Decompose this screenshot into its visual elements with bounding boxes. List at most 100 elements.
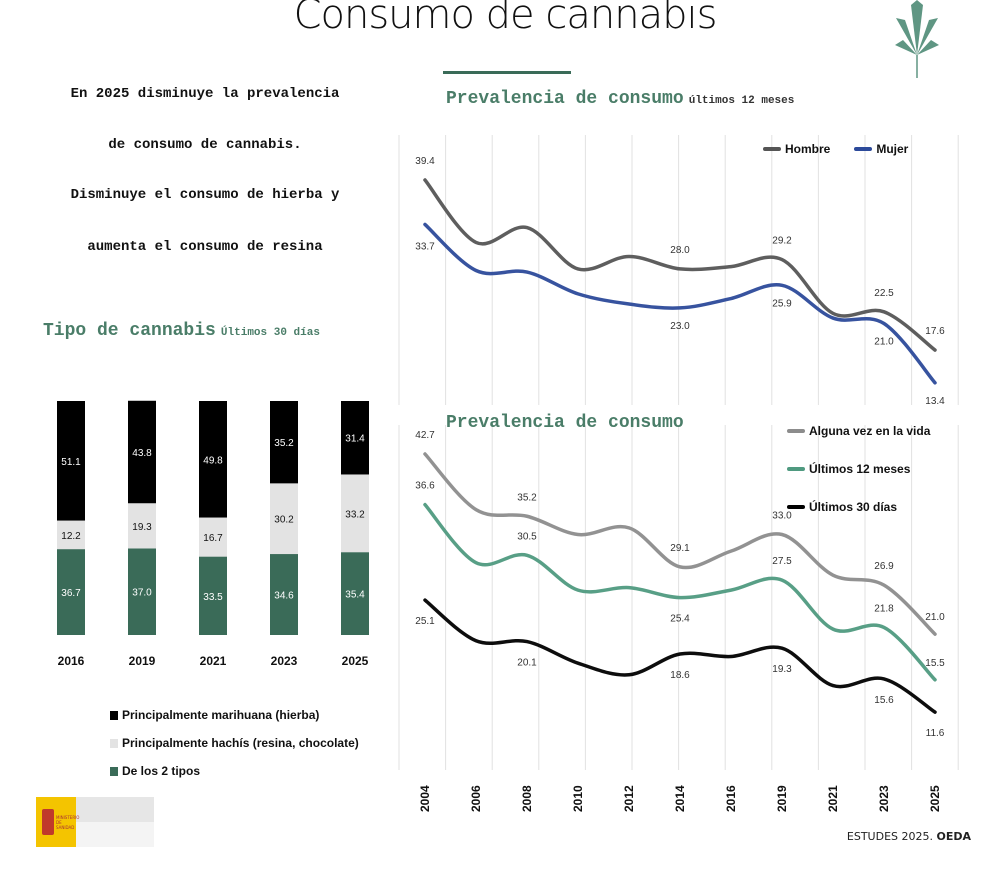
bar-segment xyxy=(341,474,369,553)
legend-swatch xyxy=(110,710,118,720)
bar-segment xyxy=(199,517,227,557)
data-label: 17.6 xyxy=(925,326,945,337)
bar-segment xyxy=(57,549,85,635)
legend-swatch xyxy=(110,766,118,776)
intro-line: aumenta el consumo de resina xyxy=(87,239,323,255)
line-chart-1-heading: Prevalencia de consumo últimos 12 meses xyxy=(446,88,794,109)
bar-segment xyxy=(128,503,156,549)
data-label: 21.8 xyxy=(874,603,894,614)
line-chart-1-title: Prevalencia de consumo xyxy=(446,89,684,109)
data-label: 18.6 xyxy=(670,670,690,681)
x-tick-label: 2021 xyxy=(826,785,840,812)
data-label: 20.1 xyxy=(517,658,537,669)
bar-segment xyxy=(270,554,298,635)
bar-chart-subtitle: Últimos 30 días xyxy=(220,327,320,339)
data-label: 13.4 xyxy=(925,396,945,407)
page-title: Consumo de cannabis xyxy=(293,0,718,38)
legend-label: Alguna vez en la vida xyxy=(809,424,931,438)
legend-label: Principalmente hachís (resina, chocolate… xyxy=(122,736,359,750)
x-tick-label: 2014 xyxy=(673,785,687,812)
legend-label: Mujer xyxy=(876,142,909,156)
bar-chart: 36.7 12.2 51.1 2016 37.0 19.3 43.8 2019 33.5 16.7… xyxy=(57,400,369,668)
x-tick-label: 2016 xyxy=(724,785,738,812)
x-tick-label: 2019 xyxy=(129,654,156,668)
legend-label: Hombre xyxy=(785,142,831,156)
series-line-últimos-30-días xyxy=(423,598,937,714)
bar-value-label: 30.2 xyxy=(274,515,294,526)
x-tick-label: 2016 xyxy=(58,654,85,668)
line-chart-2-title: Prevalencia de consumo xyxy=(446,413,684,433)
legend-item-hierba: Principalmente marihuana (hierba) xyxy=(110,708,359,722)
bar-segment xyxy=(128,548,156,635)
legend-item-ambos: De los 2 tipos xyxy=(110,764,359,778)
line-chart-1-legend: Hombre Mujer xyxy=(763,142,908,156)
data-label: 15.6 xyxy=(874,695,894,706)
bar-value-label: 19.3 xyxy=(132,522,152,533)
data-label: 28.0 xyxy=(670,245,690,256)
x-tick-label: 2006 xyxy=(469,785,483,812)
bar-value-label: 49.8 xyxy=(203,455,223,466)
legend-swatch xyxy=(110,738,118,748)
source-prefix: ESTUDES 2025. xyxy=(846,830,933,843)
data-label: 23.0 xyxy=(670,321,690,332)
bar-chart-heading: Tipo de cannabis Últimos 30 días xyxy=(43,320,320,341)
x-tick-label: 2012 xyxy=(622,785,636,812)
bar-segment xyxy=(270,401,298,484)
x-tick-label: 2023 xyxy=(271,654,298,668)
bar-value-label: 43.8 xyxy=(132,448,152,459)
bar-segment xyxy=(57,401,85,521)
intro-line: En 2025 disminuye la prevalencia xyxy=(70,86,340,102)
coat-of-arms-icon: MINISTERIO DE SANIDAD xyxy=(36,797,79,847)
bar-value-label: 37.0 xyxy=(132,588,152,599)
legend-label: De los 2 tipos xyxy=(122,764,201,778)
bar-value-label: 16.7 xyxy=(203,533,223,544)
legend-line xyxy=(787,505,805,509)
series-line-hombre xyxy=(423,178,937,352)
data-label: 33.0 xyxy=(772,511,792,522)
line-chart-2-heading: Prevalencia de consumo xyxy=(446,412,684,433)
bar-value-label: 33.5 xyxy=(203,592,223,603)
data-label: 30.5 xyxy=(517,531,537,542)
bar-value-label: 35.4 xyxy=(345,590,365,601)
ministerio-sanidad-logo: MINISTERIO DE SANIDAD xyxy=(36,797,154,847)
data-label: 35.2 xyxy=(517,492,537,503)
x-tick-label: 2023 xyxy=(877,785,891,812)
bar-segment xyxy=(57,520,85,550)
legend-item-hombre: Hombre xyxy=(763,142,830,156)
bar-chart-legend: Principalmente marihuana (hierba) Princi… xyxy=(110,708,359,778)
legend-item-hachis: Principalmente hachís (resina, chocolate… xyxy=(110,736,359,750)
legend-label: Principalmente marihuana (hierba) xyxy=(122,708,320,722)
line-chart-2-legend: Alguna vez en la vida Últimos 12 meses Ú… xyxy=(787,424,930,514)
bar-chart-title: Tipo de cannabis xyxy=(43,321,216,341)
data-label: 25.4 xyxy=(670,614,690,625)
cannabis-leaf-icon xyxy=(895,0,939,78)
legend-line xyxy=(787,429,805,433)
legend-line xyxy=(763,147,781,151)
bar-value-label: 33.2 xyxy=(345,509,365,520)
data-label: 25.9 xyxy=(772,298,792,309)
data-label: 15.5 xyxy=(925,658,945,669)
bar-value-label: 35.2 xyxy=(274,438,294,449)
data-label: 36.6 xyxy=(415,481,435,492)
x-tick-label: 2019 xyxy=(775,785,789,812)
data-label: 33.7 xyxy=(415,241,435,252)
source-note: ESTUDES 2025. OEDA xyxy=(847,830,971,843)
x-tick-label: 2010 xyxy=(571,785,585,812)
bar-segment xyxy=(341,552,369,635)
data-label: 11.6 xyxy=(926,728,945,739)
bar-value-label: 51.1 xyxy=(61,457,81,468)
x-tick-label: 2025 xyxy=(928,785,942,812)
data-label: 42.7 xyxy=(415,430,435,441)
bar-segment xyxy=(199,401,227,518)
legend-line xyxy=(787,467,805,471)
x-tick-label: 2025 xyxy=(342,654,369,668)
legend-line xyxy=(854,147,873,151)
bar-segment xyxy=(341,401,369,475)
series-line-alguna-vez-en-la-vida xyxy=(423,452,937,636)
legend-label: Últimos 12 meses xyxy=(809,462,911,476)
data-label: 21.0 xyxy=(874,337,894,348)
bar-value-label: 31.4 xyxy=(345,434,365,445)
legend-label: Últimos 30 días xyxy=(809,500,898,514)
